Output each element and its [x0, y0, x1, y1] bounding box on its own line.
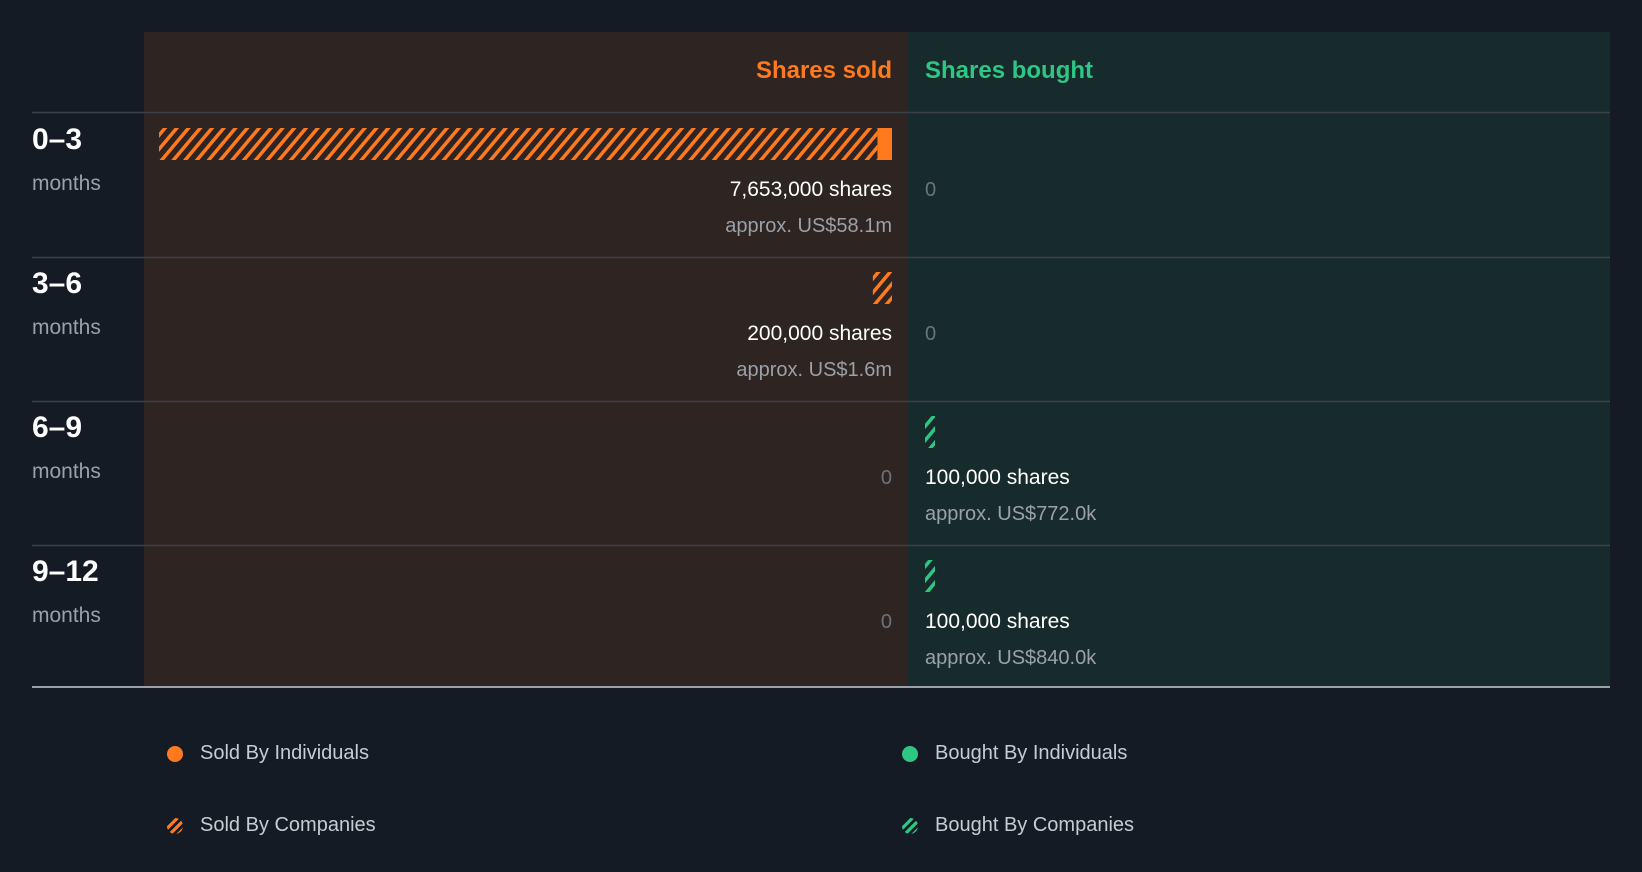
legend-label: Sold By Individuals	[200, 742, 369, 764]
legend-bought-companies: Bought By Companies	[902, 814, 1134, 837]
bought-column-header: Shares bought	[925, 57, 1093, 84]
bought-companies-icon	[902, 817, 918, 834]
legend-sold-individuals: Sold By Individuals	[167, 742, 369, 765]
period-unit: months	[32, 460, 101, 483]
sold-individuals-icon	[167, 745, 183, 762]
legend-label: Bought By Individuals	[935, 742, 1128, 764]
legend-bought-individuals: Bought By Individuals	[902, 742, 1127, 765]
sold-value-label: approx. US$1.6m	[736, 359, 892, 381]
period-unit: months	[32, 172, 101, 195]
sold-companies-icon	[167, 817, 183, 834]
insider-trading-chart: Shares sold Shares bought 0–3 months 7,653…	[32, 32, 1610, 688]
legend-label: Bought By Companies	[935, 814, 1135, 836]
sold-individuals-bar	[877, 128, 892, 160]
sold-companies-bar	[159, 128, 878, 160]
period-label: 9–12	[32, 555, 99, 588]
bought-companies-bar	[925, 416, 935, 448]
sold-column-header: Shares sold	[756, 57, 892, 84]
bought-value-label: approx. US$840.0k	[925, 647, 1097, 669]
period-label: 3–6	[32, 267, 82, 300]
sold-shares-label: 200,000 shares	[747, 322, 892, 345]
sold-value-label: approx. US$58.1m	[725, 215, 892, 237]
period-unit: months	[32, 316, 101, 339]
sold-zero-label: 0	[881, 467, 892, 489]
period-label: 0–3	[32, 123, 82, 156]
bought-companies-bar	[925, 560, 935, 592]
bought-value-label: approx. US$772.0k	[925, 503, 1097, 525]
sold-companies-bar	[872, 272, 892, 304]
period-label: 6–9	[32, 411, 82, 444]
bought-individuals-icon	[902, 745, 918, 762]
sold-zero-label: 0	[881, 611, 892, 633]
period-unit: months	[32, 604, 101, 627]
bought-shares-label: 100,000 shares	[925, 610, 1070, 633]
legend-sold-companies: Sold By Companies	[167, 814, 376, 837]
bought-zero-label: 0	[925, 323, 936, 345]
bought-column-background	[908, 32, 1610, 687]
sold-shares-label: 7,653,000 shares	[730, 178, 892, 201]
bought-zero-label: 0	[925, 179, 936, 201]
legend-label: Sold By Companies	[200, 814, 376, 836]
bought-shares-label: 100,000 shares	[925, 466, 1070, 489]
